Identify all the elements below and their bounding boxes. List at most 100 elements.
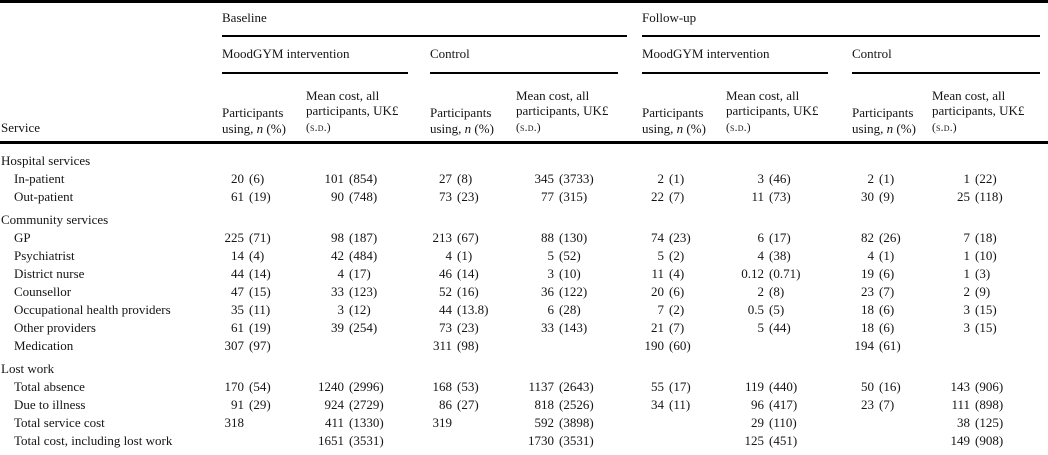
value-number: 1 [963,171,971,186]
value-number: 42 [331,248,344,263]
mean-cost-cell: 6 (17) [726,229,852,247]
italic-n: n [464,120,472,136]
value-parenthetical: (6) [879,266,895,281]
value-number: 25 [957,189,970,204]
value-parenthetical: (38) [769,248,791,263]
value-number: 19 [861,266,874,281]
value-parenthetical: (4) [249,248,265,263]
value-number [726,337,764,355]
mean-cost-cell: 411 (1330) [306,414,430,432]
participants-cell: 7 (2) [642,301,726,319]
subgroup-header-followup-control: Control [852,37,1040,74]
table-header: Baseline Follow-up MoodGYM intervention … [0,3,1048,141]
row-label: Out-patient [14,189,74,204]
mean-cost-cell: 3 (46) [726,170,852,188]
mean-cost-cell: 1651 (3531) [306,432,430,450]
subgroup-header-baseline-intervention: MoodGYM intervention [222,37,408,74]
col-header-line: participants, UK£ [516,103,609,118]
participants-cell: 18 (6) [852,301,932,319]
participants-cell: 19 (6) [852,265,932,283]
value-parenthetical: (3) [975,266,991,281]
value-number: 29 [751,415,764,430]
row-label: Psychiatrist [14,248,75,263]
mean-cost-cell: 1 (22) [932,170,1048,188]
row-label: GP [14,230,31,245]
col-header-line: Participants [642,105,704,120]
row-label: Total service cost [14,415,105,430]
value-number [306,211,344,229]
value-parenthetical: (18) [975,230,997,245]
mean-cost-cell: 149 (908) [932,432,1048,450]
value-number [932,152,970,170]
participants-cell [852,414,932,432]
value-number: 20 [651,284,664,299]
participants-cell: 74 (23) [642,229,726,247]
mean-cost-cell: 3 (15) [932,319,1048,337]
participants-cell: 311 (98) [430,337,516,355]
value-number: 33 [541,320,554,335]
value-parenthetical: (46) [769,171,791,186]
value-number [642,432,664,450]
value-number: 101 [324,171,345,186]
participants-cell: 2 (1) [852,170,932,188]
value-number [516,152,554,170]
value-number: 91 [231,397,244,412]
value-number [516,360,554,378]
mean-cost-cell: 25 (118) [932,188,1048,206]
value-number [852,432,874,450]
participants-cell [430,211,516,229]
table-row: GP 225 (71) 98 (187) 213 (67) 88 (130) 74 (23) 6 (17… [0,229,1048,247]
participants-cell [430,152,516,170]
value-number: 44 [231,266,244,281]
value-number: 61 [231,320,244,335]
participants-cell: 170 (54) [222,378,306,396]
col-header-participants: Participants using, n (%) [222,105,306,141]
mean-cost-cell: 1 (3) [932,265,1048,283]
value-number: 5 [547,248,555,263]
value-parenthetical: (254) [349,320,378,335]
value-number: 33 [331,284,344,299]
value-number: 4 [337,266,345,281]
value-number: 125 [744,433,765,448]
mean-cost-cell: 77 (315) [516,188,642,206]
value-number: 119 [744,379,764,394]
value-number [642,152,664,170]
subgroup-label: Control [430,46,470,61]
value-number: 36 [541,284,554,299]
section-label: Lost work [1,361,55,376]
col-header-line: using, [222,120,257,136]
mean-cost-cell: 592 (3898) [516,414,642,432]
mean-cost-cell: 1137 (2643) [516,378,642,396]
mean-cost-cell: 818 (2526) [516,396,642,414]
value-number: 143 [950,379,971,394]
value-parenthetical: (1) [457,248,473,263]
value-number: 1 [963,248,971,263]
row-label: Medication [14,338,74,353]
participants-cell: 73 (23) [430,319,516,337]
section-label: Hospital services [1,153,91,168]
participants-cell [852,211,932,229]
mean-cost-cell [726,337,852,355]
mean-cost-cell [306,211,430,229]
mean-cost-cell: 2 (8) [726,283,852,301]
value-number: 18 [861,302,874,317]
value-number [516,211,554,229]
value-parenthetical: (22) [975,171,997,186]
mean-cost-cell: 3 (15) [932,301,1048,319]
value-number: 11 [651,266,664,281]
participants-cell: 23 (7) [852,396,932,414]
value-parenthetical: (2526) [559,397,594,412]
value-parenthetical: (19) [249,189,271,204]
participants-cell: 14 (4) [222,247,306,265]
value-number: 50 [861,379,874,394]
participants-cell: 318 [222,414,306,432]
value-number: 213 [432,230,453,245]
value-number: 7 [963,230,971,245]
mean-cost-cell: 3 (10) [516,265,642,283]
value-parenthetical: (23) [669,230,691,245]
row-label: Due to illness [14,397,86,412]
value-number: 1 [963,266,971,281]
mean-cost-cell: 1730 (3531) [516,432,642,450]
participants-cell [430,360,516,378]
value-parenthetical: (98) [457,338,479,353]
